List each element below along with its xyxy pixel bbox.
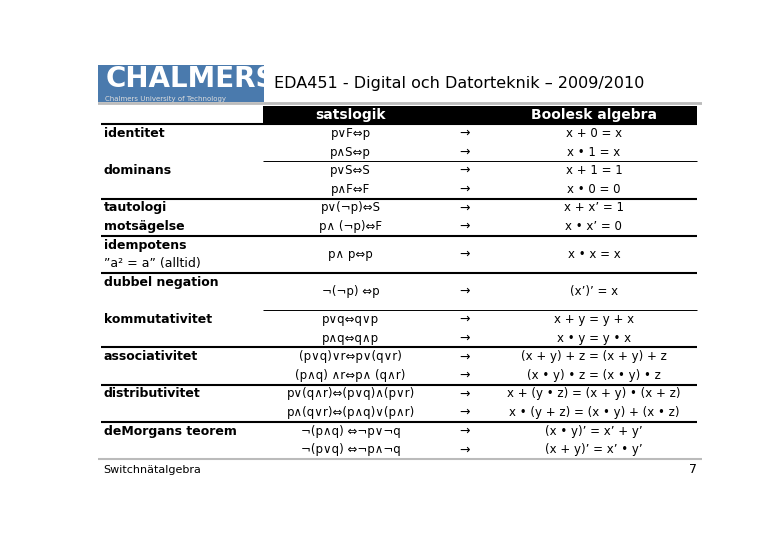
Text: Boolesk algebra: Boolesk algebra bbox=[531, 108, 657, 122]
Text: p∧ (¬p)⇔F: p∧ (¬p)⇔F bbox=[319, 220, 382, 233]
Text: →: → bbox=[459, 387, 470, 401]
Text: →: → bbox=[459, 183, 470, 195]
Bar bbox=[491, 106, 697, 124]
Text: p∨F⇔p: p∨F⇔p bbox=[331, 127, 370, 140]
Bar bbox=[263, 106, 438, 124]
Text: p∧(q∨r)⇔(p∧q)∨(p∧r): p∧(q∨r)⇔(p∧q)∨(p∧r) bbox=[286, 406, 415, 419]
Text: kommutativitet: kommutativitet bbox=[104, 313, 212, 326]
Text: distributivitet: distributivitet bbox=[104, 387, 200, 401]
Text: ¬(¬p) ⇔p: ¬(¬p) ⇔p bbox=[321, 285, 379, 298]
Text: ¬(p∧q) ⇔¬p∨¬q: ¬(p∧q) ⇔¬p∨¬q bbox=[300, 424, 400, 437]
Text: (x • y) • z = (x • y) • z: (x • y) • z = (x • y) • z bbox=[527, 369, 661, 382]
Text: →: → bbox=[459, 248, 470, 261]
Text: Chalmers University of Technology: Chalmers University of Technology bbox=[105, 97, 226, 103]
Text: x • x = x: x • x = x bbox=[568, 248, 620, 261]
Text: CHALMERS: CHALMERS bbox=[105, 65, 276, 93]
Text: x + y = y + x: x + y = y + x bbox=[554, 313, 634, 326]
Text: identitet: identitet bbox=[104, 127, 165, 140]
Bar bbox=[98, 65, 264, 102]
Text: p∧F⇔F: p∧F⇔F bbox=[331, 183, 370, 195]
Text: p∧S⇔p: p∧S⇔p bbox=[330, 145, 371, 159]
Text: x + x’ = 1: x + x’ = 1 bbox=[564, 201, 624, 214]
Text: x • 0 = 0: x • 0 = 0 bbox=[567, 183, 621, 195]
Text: motsägelse: motsägelse bbox=[104, 220, 184, 233]
Text: EDA451 - Digital och Datorteknik – 2009/2010: EDA451 - Digital och Datorteknik – 2009/… bbox=[275, 76, 644, 91]
Text: p∨(q∧r)⇔(p∨q)∧(p∨r): p∨(q∧r)⇔(p∨q)∧(p∨r) bbox=[286, 387, 415, 401]
Text: →: → bbox=[459, 332, 470, 345]
Text: idempotens: idempotens bbox=[104, 239, 186, 252]
Text: (x + y)’ = x’ • y’: (x + y)’ = x’ • y’ bbox=[545, 443, 643, 456]
Text: dubbel negation: dubbel negation bbox=[104, 276, 218, 289]
Text: Switchnätalgebra: Switchnätalgebra bbox=[104, 465, 201, 475]
Text: →: → bbox=[459, 406, 470, 419]
Text: (x + y) + z = (x + y) + z: (x + y) + z = (x + y) + z bbox=[521, 350, 667, 363]
Text: →: → bbox=[459, 369, 470, 382]
Text: (x’)’ = x: (x’)’ = x bbox=[570, 285, 618, 298]
Text: ¬(p∨q) ⇔¬p∧¬q: ¬(p∨q) ⇔¬p∧¬q bbox=[300, 443, 400, 456]
Text: (p∨q)∨r⇔p∨(q∨r): (p∨q)∨r⇔p∨(q∨r) bbox=[299, 350, 402, 363]
Text: dominans: dominans bbox=[104, 164, 172, 177]
Text: p∧ p⇔p: p∧ p⇔p bbox=[328, 248, 373, 261]
Text: p∨(¬p)⇔S: p∨(¬p)⇔S bbox=[321, 201, 381, 214]
Text: deMorgans teorem: deMorgans teorem bbox=[104, 424, 236, 437]
Text: →: → bbox=[459, 350, 470, 363]
Text: →: → bbox=[459, 443, 470, 456]
Text: tautologi: tautologi bbox=[104, 201, 167, 214]
Text: ”a² = a” (alltid): ”a² = a” (alltid) bbox=[104, 257, 200, 270]
Text: x • 1 = x: x • 1 = x bbox=[567, 145, 621, 159]
Text: associativitet: associativitet bbox=[104, 350, 198, 363]
Text: satslogik: satslogik bbox=[315, 108, 386, 122]
Text: →: → bbox=[459, 220, 470, 233]
Text: (p∧q) ∧r⇔p∧ (q∧r): (p∧q) ∧r⇔p∧ (q∧r) bbox=[296, 369, 406, 382]
Text: →: → bbox=[459, 127, 470, 140]
Text: →: → bbox=[459, 285, 470, 298]
Text: →: → bbox=[459, 164, 470, 177]
Text: x • x’ = 0: x • x’ = 0 bbox=[566, 220, 622, 233]
Text: x + 0 = x: x + 0 = x bbox=[566, 127, 622, 140]
Text: p∧q⇔q∧p: p∧q⇔q∧p bbox=[322, 332, 379, 345]
Text: (x • y)’ = x’ + y’: (x • y)’ = x’ + y’ bbox=[545, 424, 643, 437]
Text: →: → bbox=[459, 424, 470, 437]
Text: 7: 7 bbox=[689, 463, 697, 476]
Text: →: → bbox=[459, 145, 470, 159]
Bar bbox=[438, 106, 491, 124]
Text: p∨q⇔q∨p: p∨q⇔q∨p bbox=[322, 313, 379, 326]
Text: →: → bbox=[459, 313, 470, 326]
Text: x • (y + z) = (x • y) + (x • z): x • (y + z) = (x • y) + (x • z) bbox=[509, 406, 679, 419]
Text: p∨S⇔S: p∨S⇔S bbox=[330, 164, 371, 177]
Text: x + 1 = 1: x + 1 = 1 bbox=[566, 164, 622, 177]
Text: x • y = y • x: x • y = y • x bbox=[557, 332, 631, 345]
Text: x + (y • z) = (x + y) • (x + z): x + (y • z) = (x + y) • (x + z) bbox=[507, 387, 681, 401]
Text: →: → bbox=[459, 201, 470, 214]
